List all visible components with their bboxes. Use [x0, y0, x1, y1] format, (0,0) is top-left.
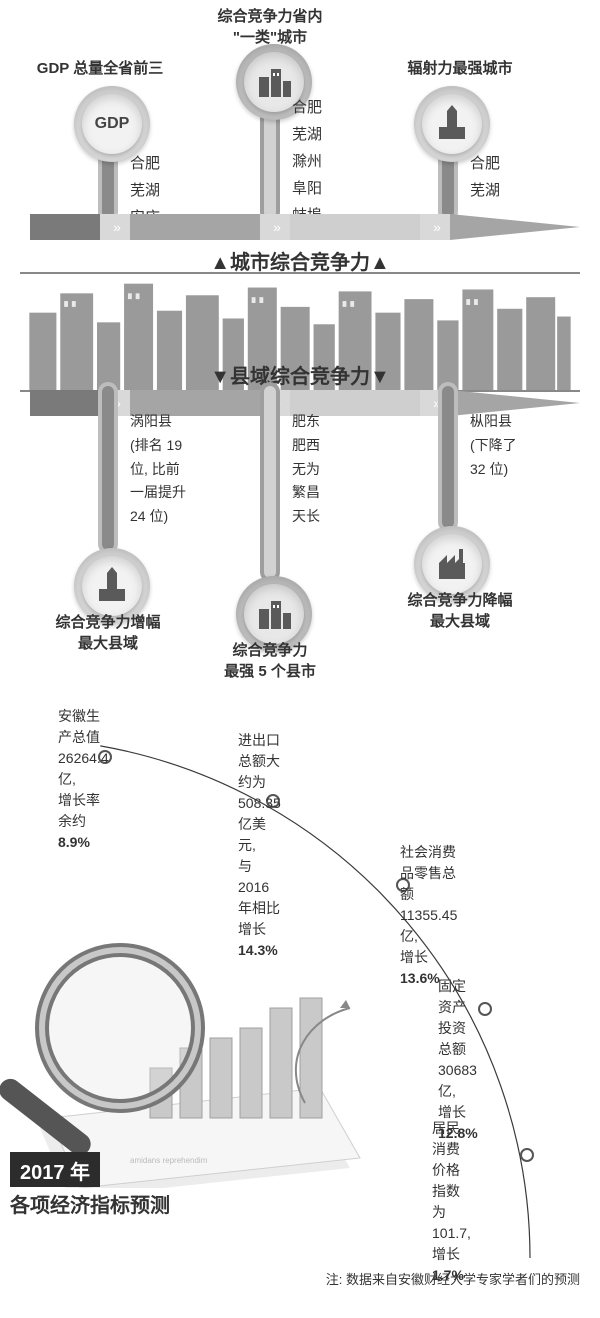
year-value: 2017 年: [10, 1152, 100, 1187]
county-list-2: 枞阳县(下降了32 位): [470, 410, 517, 481]
footnote: 注: 数据来自安徽财经大学专家学者们的预测: [326, 1269, 580, 1288]
city-list-2: 合肥芜湖: [470, 150, 500, 204]
county-stem-1: [260, 382, 280, 582]
top-panel: GDP 总量全省前三 综合竞争力省内"一类"城市 辐射力最强城市 GDP合肥芜湖…: [0, 0, 600, 700]
county-list-1: 肥东肥西无为繁昌天长: [292, 410, 320, 529]
forecast-text-2: 社会消费品零售总额 11355.45 亿,增长 13.6%: [400, 842, 457, 989]
forecast-text-1: 进出口总额大约为508.35 亿美元,与 2016 年相比增长 14.3%: [238, 730, 281, 961]
forecast-dot-3: [478, 1002, 492, 1016]
city-col-title-1: 综合竞争力省内"一类"城市: [200, 6, 340, 48]
section-title-city: ▲城市综合竞争力▲: [0, 246, 600, 275]
magnifier-chart-illustration: amidans reprehendim: [0, 908, 370, 1188]
year-badge: 2017 年 各项经济指标预测: [10, 1152, 170, 1218]
county-col-title-0: 综合竞争力增幅最大县域: [28, 612, 188, 654]
city-stem-1: [260, 108, 280, 222]
bottom-panel: amidans reprehendim 安徽生产总值26264.4 亿,增长率余…: [0, 718, 600, 1318]
forecast-text-4: 居民消费价格指数为 101.7,增长 1.7%: [432, 1118, 471, 1286]
city-col-title-2: 辐射力最强城市: [390, 58, 530, 79]
county-list-0: 涡阳县(排名 19位, 比前一届提升24 位): [130, 410, 186, 529]
city-list-1: 合肥芜湖滁州阜阳蚌埠: [292, 94, 322, 229]
section-title-county: ▼县域综合竞争力▼: [0, 360, 600, 389]
county-stem-2: [438, 382, 458, 532]
county-col-title-2: 综合竞争力降幅最大县域: [380, 590, 540, 632]
county-stem-0: [98, 382, 118, 554]
year-sub: 各项经济指标预测: [10, 1187, 170, 1218]
city-col-title-0: GDP 总量全省前三: [30, 58, 170, 79]
forecast-dot-4: [520, 1148, 534, 1162]
forecast-text-0: 安徽生产总值26264.4 亿,增长率余约 8.9%: [58, 706, 109, 853]
county-col-title-1: 综合竞争力最强 5 个县市: [190, 640, 350, 682]
arrow-bar-top: [30, 214, 580, 240]
